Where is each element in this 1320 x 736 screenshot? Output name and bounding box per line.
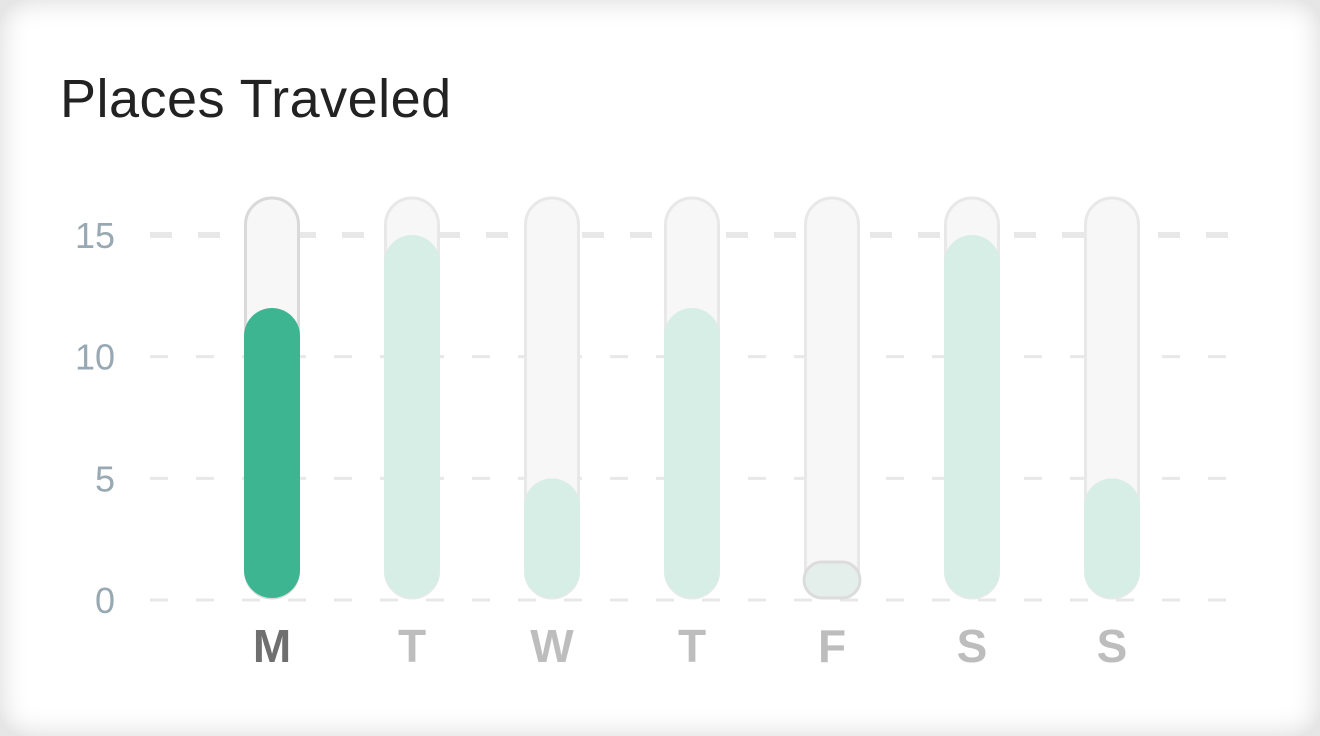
bar-value [664, 308, 720, 598]
bar-value [944, 235, 1000, 598]
bar-value [244, 308, 300, 598]
bar-value [524, 478, 580, 598]
x-tick-label: F [818, 620, 846, 672]
y-tick-label: 0 [95, 580, 115, 621]
x-tick-label: S [1097, 620, 1128, 672]
bar-value [802, 560, 862, 600]
chart-title: Places Traveled [60, 69, 452, 129]
x-tick-label: W [530, 620, 574, 672]
x-tick-label: T [398, 620, 426, 672]
y-tick-label: 15 [75, 215, 115, 256]
x-tick-label: M [253, 620, 291, 672]
bar-value [1084, 478, 1140, 598]
bar-value [384, 235, 440, 598]
bar-track [804, 196, 860, 600]
x-tick-label: S [957, 620, 988, 672]
y-tick-label: 5 [95, 458, 115, 499]
x-tick-label: T [678, 620, 706, 672]
y-tick-label: 10 [75, 337, 115, 378]
